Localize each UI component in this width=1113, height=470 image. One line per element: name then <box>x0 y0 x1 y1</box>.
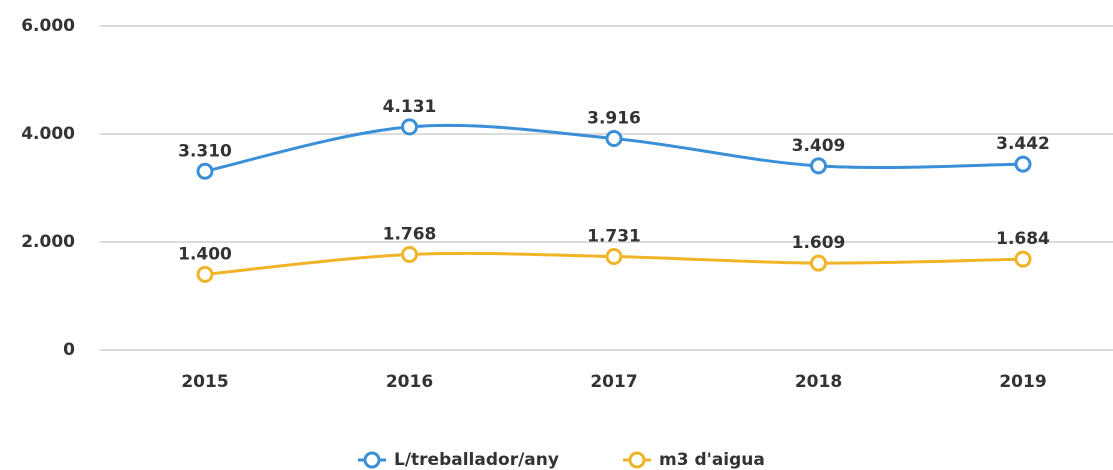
data-label: 1.731 <box>587 227 641 247</box>
x-tick-label: 2016 <box>386 372 433 392</box>
data-label: 1.400 <box>178 244 232 264</box>
data-point <box>810 157 827 175</box>
y-tick-label: 4.000 <box>21 124 75 144</box>
y-tick-label: 0 <box>63 340 75 360</box>
data-point <box>401 246 418 264</box>
data-label: 1.684 <box>996 229 1050 249</box>
data-label: 3.442 <box>996 134 1050 154</box>
x-tick-label: 2018 <box>795 372 842 392</box>
data-point <box>1014 250 1032 268</box>
data-label: 4.131 <box>383 97 437 117</box>
legend-label: m3 d'aigua <box>659 450 765 470</box>
legend-label: L/treballador/any <box>394 450 559 470</box>
data-label: 1.609 <box>792 233 846 253</box>
x-tick-label: 2015 <box>181 372 228 392</box>
data-point <box>196 162 214 180</box>
y-tick-label: 6.000 <box>21 16 75 36</box>
data-label: 1.768 <box>383 225 437 245</box>
x-tick-label: 2019 <box>999 372 1046 392</box>
x-tick-label: 2017 <box>590 372 637 392</box>
data-point <box>1014 155 1032 173</box>
data-label: 3.409 <box>792 136 846 156</box>
data-point <box>605 248 623 266</box>
y-tick-label: 2.000 <box>21 232 75 252</box>
data-label: 3.310 <box>178 141 232 161</box>
data-label: 3.916 <box>587 109 641 129</box>
data-point <box>401 118 418 136</box>
legend-marker <box>363 451 381 469</box>
data-point <box>810 254 827 272</box>
data-point <box>605 130 623 148</box>
legend-marker <box>628 451 646 469</box>
data-point <box>196 265 214 283</box>
